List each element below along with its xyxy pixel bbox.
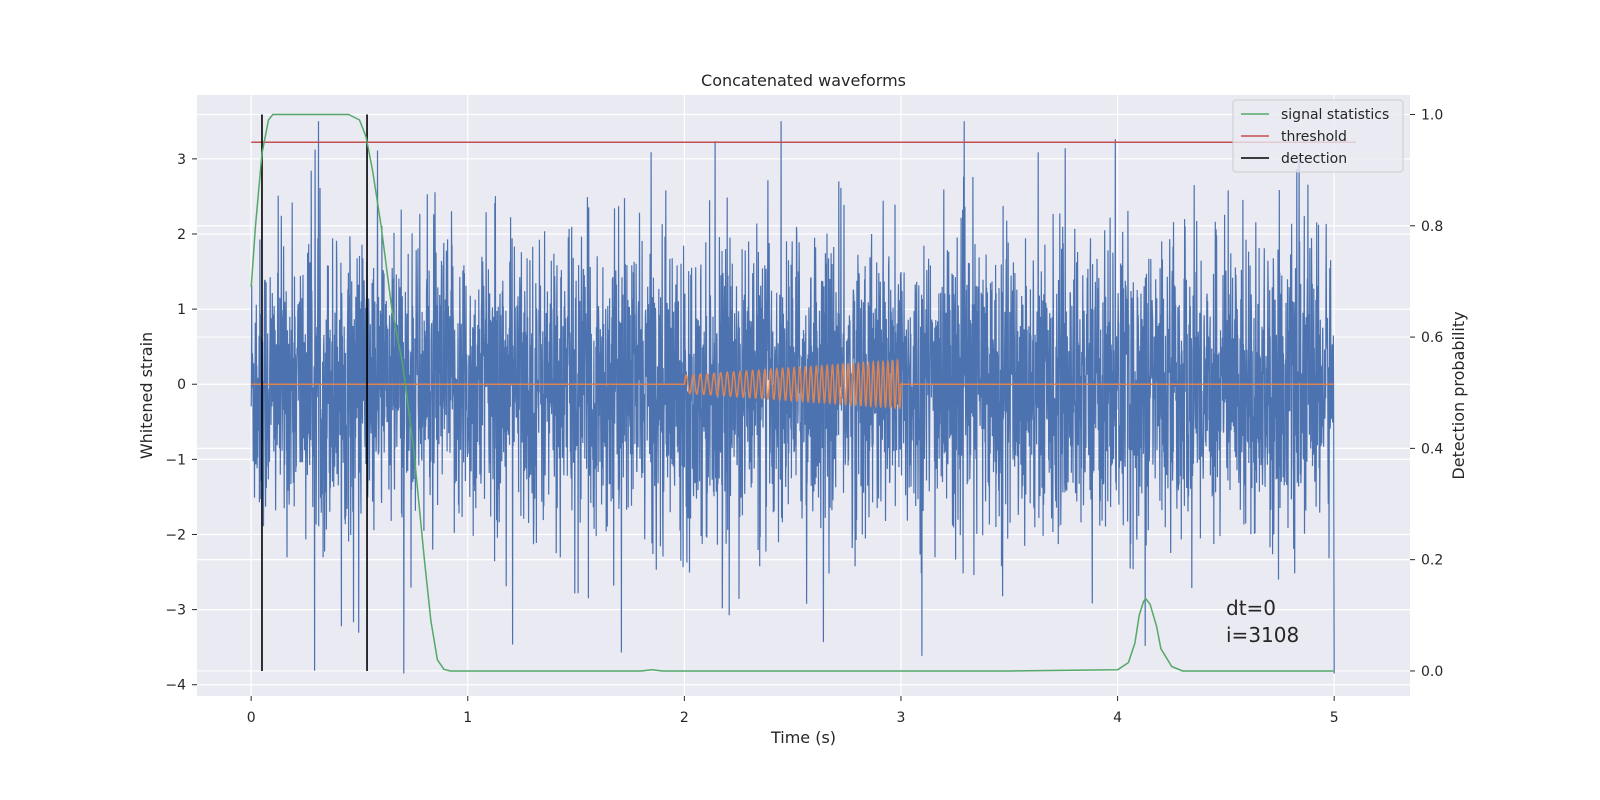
y-tick-label: −4 — [165, 678, 186, 694]
x-tick-label: 4 — [1113, 710, 1122, 726]
y-tick-label: 0 — [177, 377, 186, 393]
series-signal-statistics-line — [250, 113, 1335, 672]
y-tick-label: 1 — [177, 302, 186, 318]
x-tick-label: 3 — [897, 710, 906, 726]
x-tick-label: 1 — [463, 710, 472, 726]
y2-tick-label: 1.0 — [1421, 107, 1443, 123]
legend-label: detection — [1281, 151, 1347, 167]
y2-tick-label: 0.4 — [1421, 441, 1443, 457]
x-tick-label: 5 — [1330, 710, 1339, 726]
legend-label: signal statistics — [1281, 107, 1389, 123]
x-axis-label: Time (s) — [770, 728, 836, 747]
y-tick-label: 2 — [177, 227, 186, 243]
series-detection-lines — [261, 114, 368, 671]
y2-tick-label: 0.2 — [1421, 553, 1443, 569]
plot-content — [250, 113, 1356, 674]
y-tick-label: 3 — [177, 152, 186, 168]
x-axis-ticks: 0 1 2 3 4 5 — [247, 696, 1339, 726]
legend-box — [1232, 99, 1404, 173]
y2-axis-ticks: 0.0 0.2 0.4 0.6 0.8 1.0 — [1410, 107, 1443, 680]
y-tick-label: −3 — [165, 603, 186, 619]
x-tick-label: 2 — [680, 710, 689, 726]
legend: signal statistics threshold detection — [1232, 99, 1404, 173]
y2-tick-label: 0.6 — [1421, 330, 1443, 346]
y2-tick-label: 0.8 — [1421, 219, 1443, 235]
annotation-dt: dt=0 — [1226, 596, 1276, 620]
x-tick-label: 0 — [247, 710, 256, 726]
legend-label: threshold — [1281, 129, 1347, 145]
y2-tick-label: 0.0 — [1421, 664, 1443, 680]
y-axis-label: Whitened strain — [137, 332, 156, 459]
annotation-index: i=3108 — [1226, 623, 1299, 647]
y-axis-ticks: −4 −3 −2 −1 0 1 2 3 — [165, 152, 197, 694]
chart-title: Concatenated waveforms — [701, 71, 906, 90]
y-tick-label: −1 — [165, 452, 186, 468]
y-tick-label: −2 — [165, 527, 186, 543]
series-noise-line — [250, 121, 1335, 674]
series-injection-line — [251, 357, 1335, 410]
y2-axis-label: Detection probability — [1449, 311, 1468, 479]
